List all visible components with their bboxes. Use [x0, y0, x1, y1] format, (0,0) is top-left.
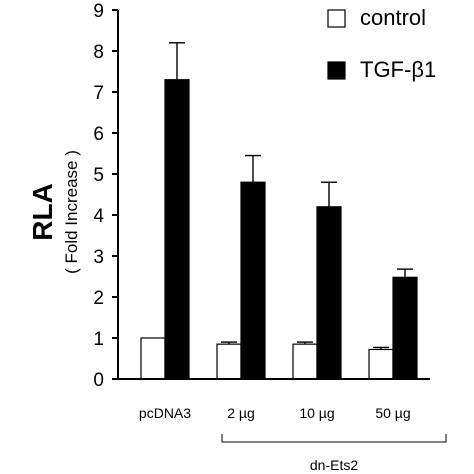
- x-axis: pcDNA3 2 µg 10 µg 50 µg: [118, 378, 430, 421]
- y-tick-label: 2: [93, 288, 104, 309]
- legend-swatch-tgf-beta1: [327, 61, 346, 80]
- y-axis-title: RLA: [27, 183, 58, 241]
- group-label: dn-Ets2: [310, 457, 358, 473]
- bars: [140, 42, 418, 380]
- y-tick-label: 6: [93, 124, 104, 145]
- bar-tgf-beta1-3: [392, 276, 418, 380]
- group-bracket-line: [221, 434, 447, 443]
- y-tick-label: 3: [93, 247, 104, 268]
- bar-control-0: [140, 337, 166, 380]
- bar-tgf-beta1-0: [164, 79, 190, 380]
- bar-control-3: [368, 348, 394, 380]
- y-tick-label: 5: [93, 165, 104, 186]
- bar-control-1: [216, 343, 242, 380]
- bar-tgf-beta1-2: [316, 206, 342, 380]
- y-tick-label: 4: [93, 206, 104, 227]
- y-tick-label: 1: [93, 329, 104, 350]
- y-tick-label: 8: [93, 42, 104, 63]
- x-tick-label: 2 µg: [227, 405, 255, 421]
- y-axis: 0 1 2 3 4 5 6 7 8 9: [93, 1, 119, 391]
- y-tick-label: 0: [93, 370, 104, 391]
- x-tick-label: pcDNA3: [139, 405, 191, 421]
- legend-swatch-control: [327, 9, 346, 28]
- bar-control-2: [292, 343, 318, 380]
- y-axis-label: RLA ( Fold Increase ): [27, 150, 81, 274]
- y-tick-label: 7: [93, 83, 104, 104]
- y-tick-label: 9: [93, 1, 104, 22]
- x-tick-label: 50 µg: [375, 405, 410, 421]
- legend: control TGF-β1: [327, 5, 436, 82]
- x-tick-label: 10 µg: [299, 405, 334, 421]
- bar-tgf-beta1-1: [240, 181, 266, 380]
- legend-label-tgf-beta1: TGF-β1: [360, 57, 436, 82]
- y-axis-subtitle: ( Fold Increase ): [62, 150, 81, 274]
- group-bracket: dn-Ets2: [221, 434, 447, 473]
- legend-label-control: control: [360, 5, 426, 30]
